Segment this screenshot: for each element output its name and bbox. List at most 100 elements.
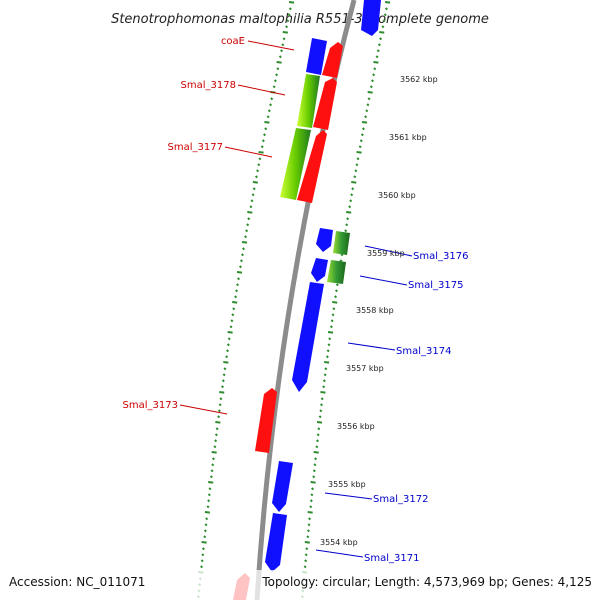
- minor-tick: [226, 343, 230, 347]
- gene-Smal_3172[interactable]: [272, 461, 293, 512]
- reverse-gene-arrow[interactable]: [313, 78, 337, 130]
- minor-tick: [359, 139, 363, 143]
- minor-tick: [334, 295, 338, 299]
- gene-Smal_3178[interactable]: [297, 74, 320, 128]
- gene-Smal_3173[interactable]: [255, 388, 277, 453]
- major-tick: [313, 451, 319, 454]
- major-tick: [236, 271, 243, 274]
- minor-tick: [207, 499, 211, 503]
- major-tick: [288, 1, 295, 4]
- label-Smal_3172: Smal_3172: [373, 494, 428, 505]
- minor-tick: [328, 337, 332, 341]
- minor-tick: [319, 409, 323, 413]
- minor-tick: [208, 487, 212, 491]
- minor-tick: [273, 79, 277, 83]
- major-tick: [379, 31, 385, 34]
- minor-tick: [309, 505, 313, 509]
- minor-tick: [236, 283, 240, 287]
- reverse-gene-arrow[interactable]: [297, 130, 327, 203]
- tick-label: 3562 kbp: [400, 75, 438, 84]
- minor-tick: [204, 523, 208, 527]
- minor-tick: [288, 7, 292, 11]
- minor-tick: [242, 247, 246, 251]
- major-tick: [219, 391, 225, 394]
- minor-tick: [354, 169, 358, 173]
- minor-tick: [340, 253, 344, 257]
- reverse-gene-arrow[interactable]: [322, 42, 343, 78]
- minor-tick: [219, 397, 223, 401]
- minor-tick: [381, 25, 385, 29]
- minor-tick: [203, 529, 207, 533]
- minor-tick: [269, 103, 273, 107]
- minor-tick: [221, 379, 225, 383]
- minor-tick: [249, 205, 253, 209]
- minor-tick: [305, 547, 309, 551]
- minor-tick: [312, 475, 316, 479]
- minor-tick: [257, 163, 261, 167]
- minor-tick: [232, 307, 236, 311]
- minor-tick: [314, 457, 318, 461]
- minor-tick: [332, 307, 336, 311]
- minor-tick: [217, 415, 221, 419]
- minor-tick: [207, 493, 211, 497]
- major-tick: [310, 481, 316, 484]
- minor-tick: [211, 463, 215, 467]
- minor-tick: [318, 415, 322, 419]
- major-tick: [320, 391, 326, 394]
- feature-green-3175[interactable]: [327, 260, 346, 284]
- minor-tick: [240, 253, 245, 257]
- gene-labels: coaE Smal_3178 Smal_3177 Smal_3176 Smal_…: [123, 36, 469, 564]
- minor-tick: [209, 475, 213, 479]
- minor-tick: [322, 385, 326, 389]
- major-tick: [258, 151, 264, 154]
- accession-text: Accession: NC_011071: [9, 575, 145, 589]
- major-tick: [373, 61, 379, 64]
- major-tick: [367, 91, 373, 94]
- minor-tick: [330, 319, 334, 323]
- major-tick: [351, 181, 357, 184]
- minor-tick: [358, 145, 362, 149]
- gene-Smal_3174[interactable]: [292, 282, 324, 392]
- minor-tick: [211, 457, 215, 461]
- minor-tick: [361, 127, 365, 131]
- minor-tick: [331, 313, 335, 317]
- minor-tick: [344, 229, 348, 233]
- minor-tick: [323, 373, 327, 377]
- major-tick: [282, 31, 288, 34]
- minor-tick: [364, 115, 368, 119]
- gene-Smal_3176[interactable]: [316, 228, 333, 252]
- gene-Smal_3171[interactable]: [265, 513, 287, 572]
- minor-tick: [246, 223, 250, 227]
- minor-tick: [367, 97, 371, 101]
- minor-tick: [383, 13, 387, 17]
- minor-tick: [377, 43, 381, 47]
- forward-gene-arrow[interactable]: [361, 0, 381, 36]
- minor-tick: [215, 427, 219, 431]
- gene-Smal_3175[interactable]: [311, 258, 328, 282]
- minor-tick: [214, 433, 218, 437]
- minor-tick: [309, 499, 313, 503]
- gene-coaE[interactable]: [306, 38, 327, 75]
- minor-tick: [229, 325, 233, 329]
- minor-tick: [226, 349, 230, 353]
- minor-tick: [375, 55, 379, 59]
- minor-tick: [315, 439, 320, 443]
- minor-tick: [201, 547, 205, 551]
- gene-Smal_3177[interactable]: [280, 128, 311, 200]
- minor-tick: [325, 355, 329, 359]
- label-Smal_3175: Smal_3175: [408, 280, 463, 291]
- minor-tick: [251, 193, 255, 197]
- minor-tick: [306, 535, 310, 539]
- tick-label: 3557 kbp: [346, 364, 384, 373]
- feature-green-3176[interactable]: [333, 231, 350, 255]
- minor-tick: [306, 529, 310, 533]
- minor-tick: [324, 367, 328, 371]
- minor-tick: [237, 277, 241, 281]
- minor-tick: [320, 403, 324, 407]
- label-Smal_3176: Smal_3176: [413, 251, 468, 262]
- minor-tick: [252, 187, 256, 191]
- minor-tick: [353, 175, 357, 179]
- minor-tick: [320, 397, 324, 401]
- minor-tick: [312, 469, 316, 473]
- map-title: Stenotrophomonas maltophilia R551-3, com…: [111, 12, 489, 27]
